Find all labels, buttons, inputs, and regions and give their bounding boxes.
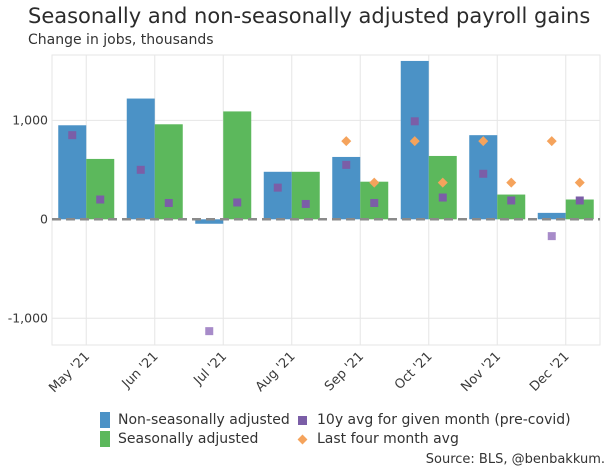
nsa-bar xyxy=(195,219,224,224)
source-note: Source: BLS, @benbakkum. xyxy=(425,452,605,467)
last4-diamond-marker xyxy=(369,177,380,188)
x-tick-label: Aug '21 xyxy=(253,349,299,395)
avg10y-square-marker xyxy=(370,198,379,207)
x-tick-label: May '21 xyxy=(46,349,93,396)
legend-item-avg10y: 10y avg for given month (pre-covid) xyxy=(297,412,571,428)
last4-diamond-marker xyxy=(341,136,352,147)
last4-diamond-marker xyxy=(478,136,489,147)
nsa-bar xyxy=(58,125,87,220)
avg10y-square-marker xyxy=(273,183,282,192)
y-tick-label: 1,000 xyxy=(12,112,48,127)
chart-subtitle: Change in jobs, thousands xyxy=(28,32,214,48)
legend-label-last4: Last four month avg xyxy=(317,431,459,447)
avg10y-square-marker xyxy=(479,169,488,178)
x-tick-label: Jul '21 xyxy=(191,349,231,389)
avg10y-square-marker xyxy=(438,193,447,202)
nsa-bar xyxy=(263,171,292,220)
avg10y-square-marker xyxy=(342,160,351,169)
sa-bar xyxy=(291,171,320,220)
avg10y-square-marker xyxy=(136,165,145,174)
legend-item-nsa: Non-seasonally adjusted xyxy=(100,412,290,428)
avg10y-square-marker xyxy=(68,131,77,140)
diamond-marker-icon xyxy=(297,434,308,444)
x-tick-label: Dec '21 xyxy=(527,349,573,395)
square-marker-icon xyxy=(298,415,307,425)
x-tick-label: Oct '21 xyxy=(392,349,436,393)
avg10y-square-marker xyxy=(301,199,310,208)
nsa-swatch-icon xyxy=(100,412,110,428)
y-tick-label: -1,000 xyxy=(8,310,48,325)
x-axis-ticks: May '21 Jun '21 Jul '21 Aug '21 Sep '21 Oct '… xyxy=(46,349,572,396)
y-tick-label: 0 xyxy=(40,211,48,226)
markers xyxy=(68,117,585,336)
avg10y-square-marker xyxy=(547,232,556,241)
x-tick-label: Sep '21 xyxy=(322,349,367,394)
last4-diamond-marker xyxy=(574,177,585,188)
x-tick-label: Jun '21 xyxy=(119,349,162,392)
last4-diamond-marker xyxy=(506,177,517,188)
payroll-chart: 1,000 0 -1,000 May '21 Jun '21 Jul '21 Aug '2… xyxy=(8,54,601,396)
avg10y-square-marker xyxy=(96,195,105,204)
legend-item-sa: Seasonally adjusted xyxy=(100,431,258,447)
avg10y-square-marker xyxy=(410,117,419,126)
sa-bar xyxy=(565,199,594,220)
x-tick-label: Nov '21 xyxy=(458,349,504,395)
legend: Non-seasonally adjusted Seasonally adjus… xyxy=(100,410,571,452)
last4-diamond-marker xyxy=(409,136,420,147)
avg10y-square-marker xyxy=(507,196,516,205)
legend-label-nsa: Non-seasonally adjusted xyxy=(118,412,290,428)
last4-diamond-marker xyxy=(546,136,557,147)
legend-label-avg10y: 10y avg for given month (pre-covid) xyxy=(317,412,571,428)
avg10y-square-marker xyxy=(575,196,584,205)
avg10y-square-marker xyxy=(164,198,173,207)
nsa-bar xyxy=(537,212,566,220)
plot-frame xyxy=(51,54,601,346)
avg10y-square-marker xyxy=(205,327,214,336)
legend-item-last4: Last four month avg xyxy=(297,431,459,447)
avg10y-square-marker xyxy=(233,198,242,207)
last4-diamond-marker xyxy=(437,177,448,188)
y-axis-ticks: 1,000 0 -1,000 xyxy=(8,112,48,325)
sa-swatch-icon xyxy=(100,431,110,447)
nsa-bar xyxy=(126,98,155,220)
legend-label-sa: Seasonally adjusted xyxy=(118,431,259,447)
sa-bar xyxy=(86,158,115,220)
chart-title: Seasonally and non-seasonally adjusted p… xyxy=(28,4,591,28)
